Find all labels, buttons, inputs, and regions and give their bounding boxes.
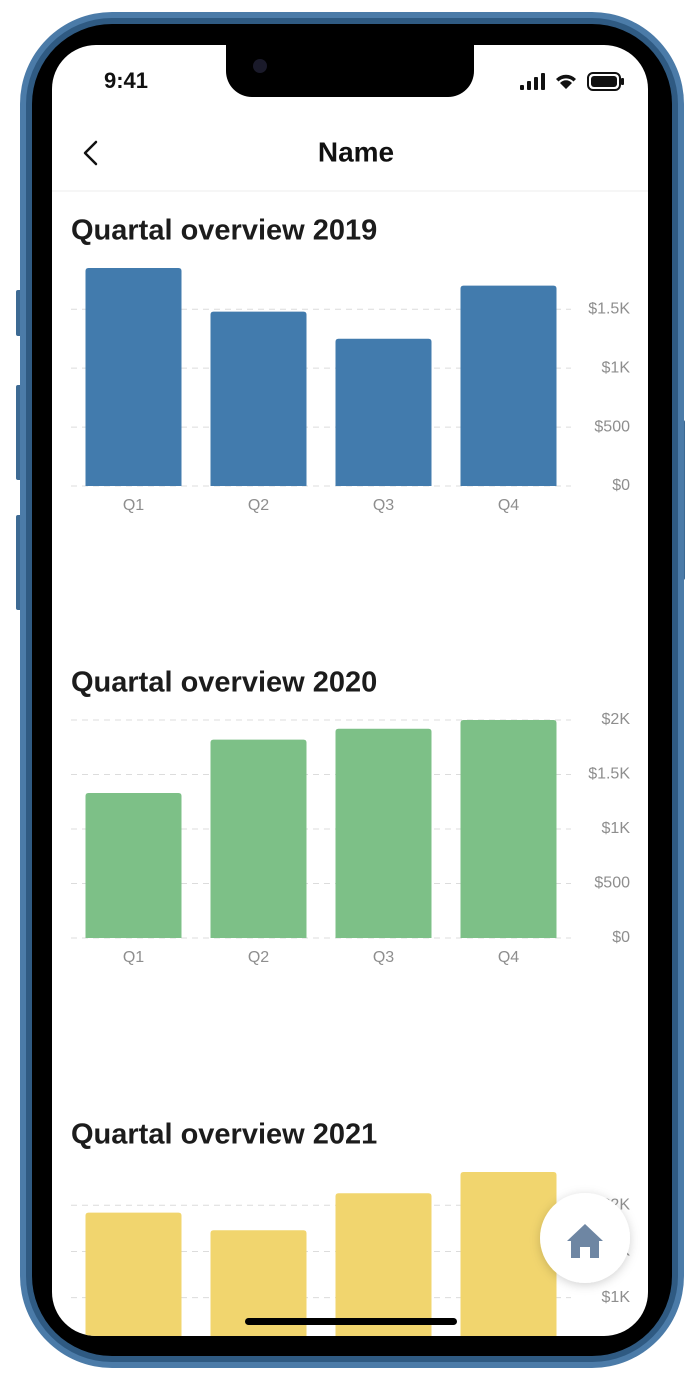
screen-bg xyxy=(52,45,648,1336)
y-tick-label: $1K xyxy=(602,1289,631,1306)
bar xyxy=(460,1172,557,1336)
x-tick-label: Q4 xyxy=(498,497,519,514)
chart-title: Quartal overview 2020 xyxy=(71,667,377,699)
bar xyxy=(85,793,182,938)
y-tick-label: $0 xyxy=(612,477,630,494)
home-indicator xyxy=(245,1318,457,1325)
camera xyxy=(253,59,267,73)
bar xyxy=(335,1193,432,1336)
bar xyxy=(460,720,557,938)
x-tick-label: Q3 xyxy=(373,949,394,966)
y-tick-label: $1K xyxy=(602,820,631,837)
charts: Quartal overview 2019 $0 $500 $1K $1.5K Q1 Q2 Q… xyxy=(71,215,631,1336)
bar xyxy=(85,1212,182,1336)
back-button[interactable] xyxy=(83,140,98,166)
y-tick-label: $500 xyxy=(594,418,630,435)
y-tick-label: $500 xyxy=(594,875,630,892)
y-tick-label: $1.5K xyxy=(588,766,630,783)
chart-title: Quartal overview 2021 xyxy=(71,1119,377,1151)
x-tick-label: Q1 xyxy=(123,949,144,966)
notch xyxy=(226,45,474,97)
bar xyxy=(335,338,432,486)
bar xyxy=(460,285,557,486)
status-icons xyxy=(520,72,624,91)
x-tick-label: Q2 xyxy=(248,497,269,514)
header-title: Name xyxy=(318,136,394,167)
x-tick-label: Q4 xyxy=(498,949,519,966)
x-tick-label: Q3 xyxy=(373,497,394,514)
bar xyxy=(85,268,182,486)
home-icon xyxy=(567,1224,603,1258)
y-tick-label: $1.5K xyxy=(588,300,630,317)
chart-title: Quartal overview 2019 xyxy=(71,215,377,247)
bar xyxy=(210,311,307,486)
bar xyxy=(210,1230,307,1336)
x-tick-label: Q1 xyxy=(123,497,144,514)
y-tick-label: $1K xyxy=(602,359,631,376)
y-tick-label: $0 xyxy=(612,929,630,946)
bar xyxy=(335,728,432,938)
bar xyxy=(210,739,307,938)
status-time: 9:41 xyxy=(104,68,148,93)
screen: 9:41 Name Quartal overview 2019 $0 $500 $1K… xyxy=(52,45,648,1336)
x-tick-label: Q2 xyxy=(248,949,269,966)
y-tick-label: $2K xyxy=(602,711,631,728)
